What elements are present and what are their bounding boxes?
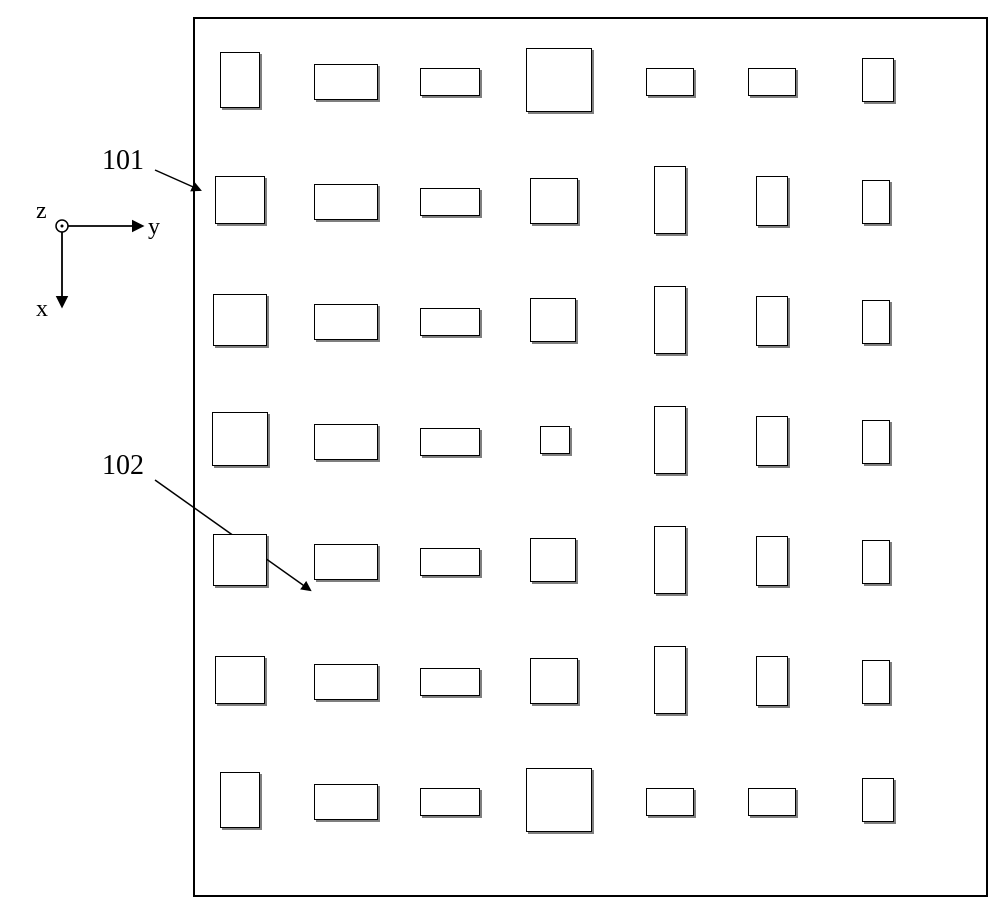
grid-cell [530,298,576,342]
grid-cell [654,646,686,714]
coord-origin-dot [61,225,64,228]
grid-cell [420,308,480,336]
grid-cell [654,526,686,594]
grid-cell [220,52,260,108]
grid-cell [215,176,265,224]
grid-cell [314,304,378,340]
grid-cell [420,428,480,456]
grid-cell [314,544,378,580]
grid-cell [646,68,694,96]
grid-cell [220,772,260,828]
grid-cell [654,166,686,234]
grid-cell [314,184,378,220]
coord-origin-circle [56,220,68,232]
grid-cell [862,778,894,822]
grid-cell [314,64,378,100]
grid-cell [756,296,788,346]
grid-cell [748,788,796,816]
grid-cell [756,176,788,226]
grid-cell [213,534,267,586]
grid-cell [530,658,578,704]
grid-cell [530,178,578,224]
grid-cell [420,188,480,216]
grid-cell [862,300,890,344]
grid-cell [756,536,788,586]
grid-cell [756,656,788,706]
axis-label-x: x [36,296,48,323]
grid-cell [314,664,378,700]
grid-cell [213,294,267,346]
grid-cell [420,788,480,816]
grid-cell [420,548,480,576]
label-101: 101 [102,145,144,177]
grid-cell [530,538,576,582]
grid-cell [314,784,378,820]
grid-cell [748,68,796,96]
grid-cell [862,660,890,704]
grid-cell [215,656,265,704]
grid-cell [420,668,480,696]
label-102: 102 [102,450,144,482]
grid-cell [526,48,592,112]
grid-cell [212,412,268,466]
grid-cell [862,540,890,584]
grid-cell [420,68,480,96]
grid-cell [314,424,378,460]
grid-cell [646,788,694,816]
axis-label-y: y [148,214,160,241]
grid-cell [862,180,890,224]
grid-cell [862,58,894,102]
grid-cell [654,406,686,474]
grid-cell [654,286,686,354]
grid-cell [540,426,570,454]
grid-cell [862,420,890,464]
grid-cell [756,416,788,466]
grid-cell [526,768,592,832]
axis-label-z: z [36,198,47,225]
diagram-canvas: 101 102 z y x [0,0,1000,907]
